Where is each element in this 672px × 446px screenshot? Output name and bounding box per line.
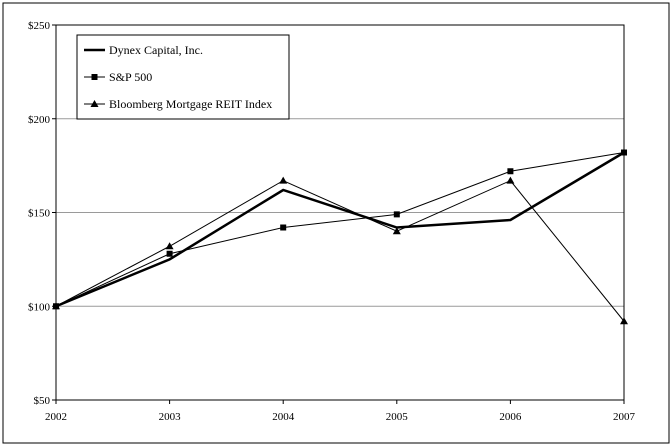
data-point-2-1 [165,242,174,250]
data-point-2-2 [279,176,288,184]
data-point-1-3 [393,211,400,218]
data-point-1-2 [280,224,287,231]
legend-marker-1 [91,74,98,80]
y-tick-label: $200 [28,114,51,126]
x-tick-label: 2003 [159,411,182,423]
x-tick-label: 2007 [613,411,636,423]
data-point-1-4 [507,168,514,175]
legend-label-2: Bloomberg Mortgage REIT Index [109,97,272,111]
legend-label-0: Dynex Capital, Inc. [109,43,203,57]
series-line-0 [55,151,625,308]
y-tick-label: $250 [28,20,51,32]
data-point-1-1 [166,250,173,257]
data-point-2-3 [392,227,401,235]
series-2 [52,176,628,325]
data-point-2-5 [620,317,628,325]
legend-box [76,34,290,120]
x-tick-label: 2006 [499,411,522,423]
data-point-2-4 [506,176,515,184]
legend-marker-2 [90,100,99,107]
series-line-1 [55,152,625,307]
x-tick-label: 2002 [45,411,67,423]
series-line-2 [55,180,625,322]
series-0 [55,151,625,308]
y-tick-label: $50 [34,395,51,407]
legend-label-1: S&P 500 [109,70,152,84]
x-tick-label: 2004 [272,411,295,423]
y-tick-label: $150 [28,208,51,220]
x-tick-label: 2005 [386,411,409,423]
y-tick-label: $100 [28,301,51,313]
